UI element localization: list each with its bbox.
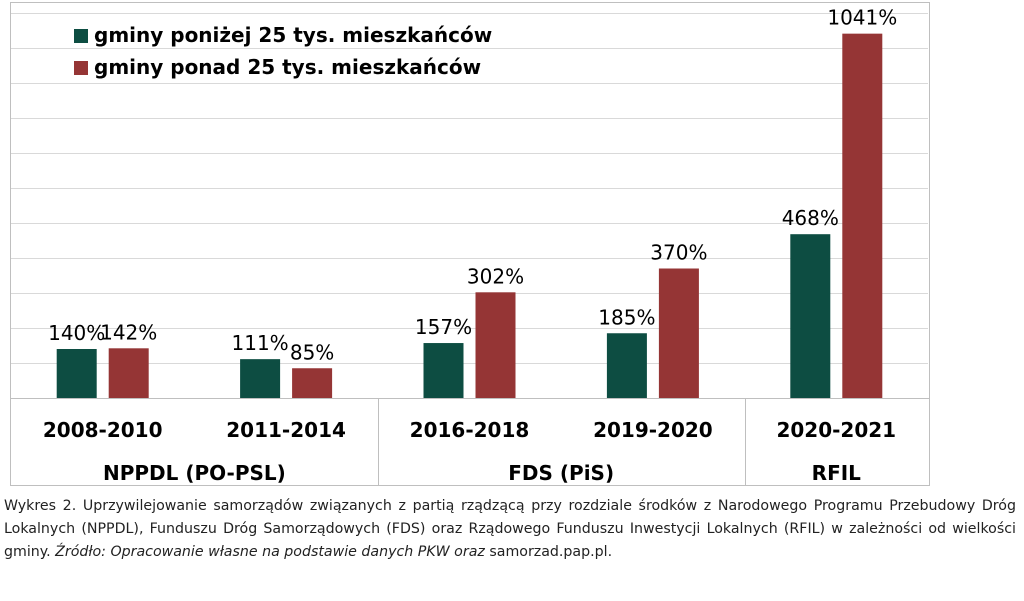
bar (108, 348, 149, 398)
category-label: 2016-2018 (410, 418, 530, 442)
caption-source: Źródło: Opracowanie własne na podstawie … (55, 544, 485, 560)
data-label: 302% (467, 264, 524, 288)
bar (240, 359, 281, 398)
bar (423, 343, 464, 398)
group-label: NPPDL (PO-PSL) (103, 461, 286, 485)
bar (606, 333, 647, 398)
data-label: 1041% (827, 6, 897, 30)
figure-caption: Wykres 2. Uprzywilejowanie samorządów zw… (4, 495, 1016, 564)
category-label: 2020-2021 (776, 418, 896, 442)
data-label: 111% (232, 331, 289, 355)
chart: 140% 142% 2008-2010 111% 85% 2011-2014 157% 302… (10, 2, 930, 486)
bar (842, 33, 883, 399)
group-label: RFIL (812, 461, 862, 485)
bar (475, 292, 516, 398)
group-label: FDS (PiS) (508, 461, 614, 485)
data-label: 185% (598, 305, 655, 329)
data-label: 85% (290, 340, 334, 364)
bar (292, 368, 333, 398)
legend-swatch (74, 61, 88, 75)
caption-main: Wykres 2. Uprzywilejowanie samorządów zw… (4, 498, 1016, 560)
category-label: 2008-2010 (43, 418, 163, 442)
category-label: 2011-2014 (226, 418, 346, 442)
bar (56, 349, 97, 398)
chart-svg: 140%142% 2008-2010 111% 85% 2011-2014 157% 302… (10, 2, 930, 486)
legend-swatch (74, 29, 88, 43)
legend-label: gminy poniżej 25 tys. mieszkańców (94, 23, 492, 47)
legend-label: gminy ponad 25 tys. mieszkańców (94, 55, 481, 79)
category-label: 2019-2020 (593, 418, 713, 442)
data-label: 157% (415, 315, 472, 339)
bar (658, 268, 699, 398)
bar (790, 234, 831, 398)
data-label: 140% (48, 321, 105, 345)
data-label: 142% (100, 320, 157, 344)
data-label: 468% (782, 206, 839, 230)
data-label: 370% (650, 241, 707, 265)
caption-tail: samorzad.pap.pl. (484, 544, 613, 560)
